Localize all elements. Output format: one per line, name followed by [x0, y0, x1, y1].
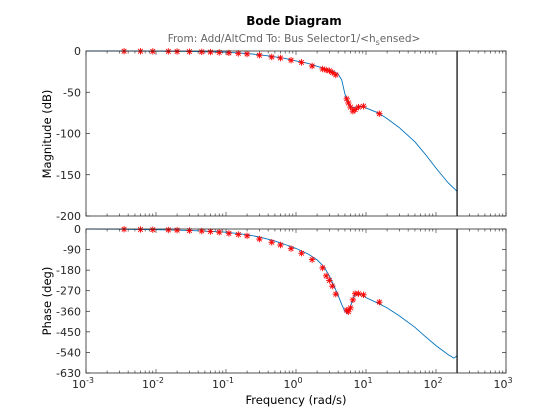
phase-y-tick-label: -540 [56, 346, 81, 359]
x-tick-label: 103 [493, 376, 512, 391]
chart-title: Bode Diagram [246, 14, 342, 28]
subtitle-tail: ensed> [380, 33, 421, 45]
phase-measured-point [322, 272, 330, 280]
magnitude-measured-point [198, 48, 205, 56]
phase-measured-point [216, 229, 223, 236]
x-axis-label: Frequency (rad/s) [246, 393, 347, 407]
phase-plot-area [86, 229, 506, 373]
magnitude-measured-point [243, 50, 251, 58]
phase-measured-point [173, 226, 181, 234]
phase-measured-point [349, 296, 357, 304]
phase-axes-frame [85, 228, 507, 374]
x-tick-label: 102 [423, 376, 442, 391]
magnitude-measured-point [329, 69, 336, 76]
phase-measured-point [137, 226, 144, 233]
magnitude-measured-point [173, 48, 181, 55]
phase-measured-point [360, 291, 367, 299]
phase-y-tick-label: -90 [63, 244, 81, 257]
phase-measured-point [207, 228, 214, 235]
phase-y-tick-label: -180 [56, 264, 81, 277]
magnitude-measured-point [355, 103, 362, 111]
phase-measured-point [256, 235, 263, 243]
phase-measured-point [308, 256, 316, 263]
phase-y-tick-label: -270 [56, 285, 81, 298]
phase-measured-point [355, 290, 362, 297]
magnitude-measured-point [165, 48, 172, 55]
phase-y-axis-label: Phase (deg) [40, 267, 54, 336]
magnitude-measured-point [298, 59, 305, 66]
magnitude-measured-point [376, 110, 383, 117]
phase-measured-point [329, 282, 336, 290]
phase-measured-point [186, 227, 193, 234]
magnitude-plot-area [86, 51, 506, 216]
magnitude-measured-point [287, 57, 295, 64]
magnitude-y-tick-label: -150 [56, 169, 81, 182]
magnitude-y-tick-label: 0 [74, 45, 81, 58]
phase-measured-point [165, 226, 172, 234]
magnitude-y-tick-label: -50 [63, 86, 81, 99]
x-tick-label: 10-1 [212, 376, 234, 391]
phase-measured-point [277, 241, 284, 249]
phase-measured-point [287, 245, 295, 252]
chart-subtitle: From: Add/AltCmd To: Bus Selector1/<hsen… [168, 33, 421, 47]
phase-measured-point [319, 264, 326, 272]
magnitude-measured-point [332, 71, 339, 79]
phase-measured-point [347, 304, 354, 312]
magnitude-measured-point [216, 49, 223, 56]
magnitude-measured-point [277, 54, 284, 62]
phase-measured-point [326, 277, 333, 284]
magnitude-y-tick-label: -200 [56, 210, 81, 223]
phase-measured-point [298, 250, 305, 257]
phase-measured-point [243, 232, 251, 240]
magnitude-measured-point [256, 52, 263, 59]
phase-measured-point [149, 226, 156, 233]
magnitude-measured-point [351, 106, 359, 113]
x-tick-label: 10-3 [72, 376, 94, 391]
phase-measured-point [376, 298, 383, 306]
magnitude-measured-point [207, 48, 214, 56]
phase-y-tick-label: -450 [56, 326, 81, 339]
phase-measured-point [332, 290, 339, 298]
phase-measured-point [235, 231, 242, 238]
magnitude-y-axis-label: Magnitude (dB) [40, 90, 54, 179]
magnitude-panel: 0 -50 -100 -150 -200 [56, 45, 507, 223]
subtitle-lead: From: Add/AltCmd To: Bus Selector1/<h [168, 33, 376, 45]
phase-y-tick-label: -630 [56, 367, 81, 380]
x-tick-label: 10-2 [142, 376, 164, 391]
phase-y-tick-label: -360 [56, 305, 81, 318]
phase-model-line [85, 228, 458, 359]
magnitude-axes-frame [85, 50, 507, 217]
magnitude-model-line [86, 50, 458, 192]
magnitude-measured-point [360, 103, 367, 110]
magnitude-measured-point [186, 48, 193, 55]
magnitude-y-tick-label: -100 [56, 128, 81, 141]
phase-measured-point [225, 230, 233, 237]
subtitle-subscript: s [376, 38, 380, 47]
phase-y-tick-label: 0 [74, 223, 81, 236]
magnitude-measured-point [308, 62, 316, 70]
phase-measured-point [268, 239, 275, 246]
x-tick-label: 100 [283, 376, 302, 391]
magnitude-measured-point [268, 53, 275, 61]
x-tick-label: 101 [353, 376, 372, 391]
